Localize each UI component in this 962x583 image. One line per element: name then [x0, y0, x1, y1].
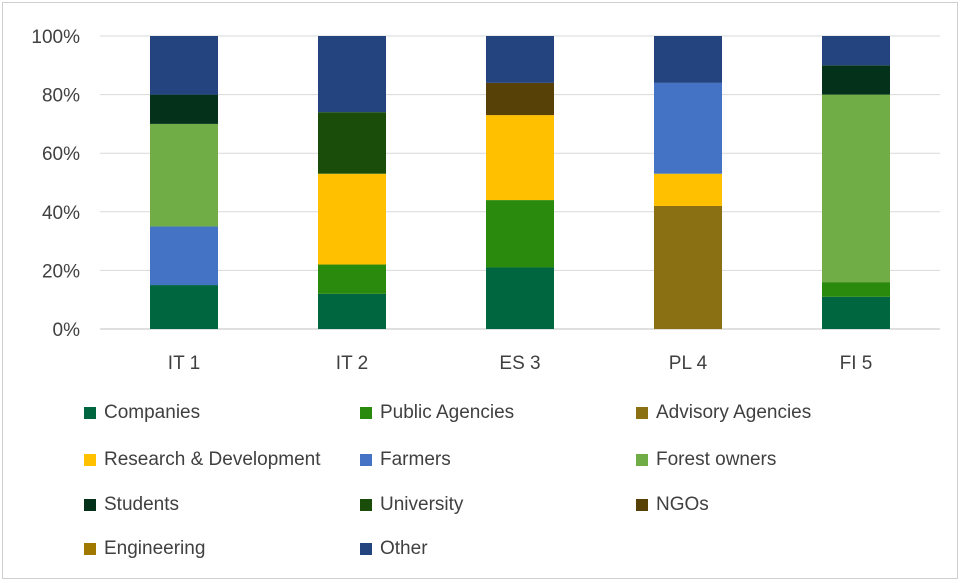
legend-item-public-agencies: Public Agencies — [360, 402, 514, 424]
legend-label: Forest owners — [656, 449, 777, 470]
legend-item-ngos: NGOs — [636, 494, 709, 516]
y-tick-label: 100% — [31, 27, 80, 48]
legend-swatch — [360, 543, 372, 555]
legend-item-university: University — [360, 494, 463, 516]
legend-swatch — [84, 499, 96, 511]
legend-label: Public Agencies — [380, 402, 515, 423]
y-tick-label: 80% — [42, 86, 80, 107]
bar-segment-companies-it-2 — [318, 293, 386, 329]
x-tick-label: PL 4 — [669, 353, 708, 374]
bar-segment-students-fi-5 — [822, 65, 890, 95]
bar-segment-research-and-development-pl-4 — [654, 173, 722, 206]
bar-segment-ngos-es-3 — [486, 82, 554, 116]
legend-swatch — [636, 407, 648, 419]
legend-swatch — [360, 499, 372, 511]
legend-label: Research & Development — [104, 449, 321, 470]
bar-segment-research-and-development-es-3 — [486, 115, 554, 201]
legend-swatch — [360, 454, 372, 466]
legend-item-advisory-agencies: Advisory Agencies — [636, 402, 811, 424]
y-axis-ticks: 0% 20% 40% 60% 80% 100% — [31, 27, 80, 341]
legend-label: NGOs — [656, 494, 709, 515]
bar-segment-public-agencies-it-2 — [318, 264, 386, 294]
bar-segment-other-es-3 — [486, 36, 554, 83]
x-tick-label: IT 2 — [336, 353, 368, 374]
legend-swatch — [84, 454, 96, 466]
legend-item-research-and-development: Research & Development — [84, 449, 321, 471]
legend-item-other: Other — [360, 538, 428, 560]
legend-label: Students — [104, 494, 179, 515]
legend-item-forest-owners: Forest owners — [636, 449, 776, 471]
legend-swatch — [636, 454, 648, 466]
bar-segment-public-agencies-fi-5 — [822, 282, 890, 297]
legend-item-engineering: Engineering — [84, 538, 205, 560]
y-tick-label: 60% — [42, 144, 80, 165]
y-tick-label: 0% — [53, 320, 81, 341]
y-tick-label: 20% — [42, 261, 80, 282]
legend-item-companies: Companies — [84, 402, 200, 424]
bar-segment-other-fi-5 — [822, 36, 890, 66]
bar-segment-other-pl-4 — [654, 36, 722, 83]
x-axis-ticks: IT 1 IT 2 ES 3 PL 4 FI 5 — [168, 353, 873, 374]
y-tick-label: 40% — [42, 203, 80, 224]
bar-segment-research-and-development-it-2 — [318, 173, 386, 265]
x-tick-label: IT 1 — [168, 353, 200, 374]
x-tick-label: ES 3 — [499, 353, 540, 374]
legend-swatch — [636, 499, 648, 511]
bar-segment-companies-fi-5 — [822, 296, 890, 329]
legend-item-farmers: Farmers — [360, 449, 451, 471]
bar-segment-advisory-agencies-pl-4 — [654, 205, 722, 329]
legend-swatch — [360, 407, 372, 419]
bar-segment-farmers-pl-4 — [654, 82, 722, 174]
legend-label: Advisory Agencies — [656, 402, 812, 423]
bar-segment-companies-it-1 — [150, 285, 218, 329]
legend-swatch — [84, 407, 96, 419]
legend-label: Farmers — [380, 449, 451, 470]
bar-segment-students-it-1 — [150, 94, 218, 124]
legend-label: Companies — [104, 402, 201, 423]
legend-label: Engineering — [104, 538, 206, 559]
bar-segment-university-it-2 — [318, 112, 386, 174]
bar-segment-farmers-it-1 — [150, 226, 218, 286]
legend-label: University — [380, 494, 464, 515]
bars — [150, 36, 890, 329]
legend-label: Other — [380, 538, 428, 559]
bar-segment-forest-owners-fi-5 — [822, 94, 890, 283]
bar-segment-public-agencies-es-3 — [486, 200, 554, 268]
bar-segment-forest-owners-it-1 — [150, 123, 218, 227]
bar-segment-companies-es-3 — [486, 267, 554, 329]
legend-item-students: Students — [84, 494, 179, 516]
bar-segment-other-it-1 — [150, 36, 218, 95]
x-tick-label: FI 5 — [840, 353, 873, 374]
legend-swatch — [84, 543, 96, 555]
bar-segment-other-it-2 — [318, 36, 386, 113]
